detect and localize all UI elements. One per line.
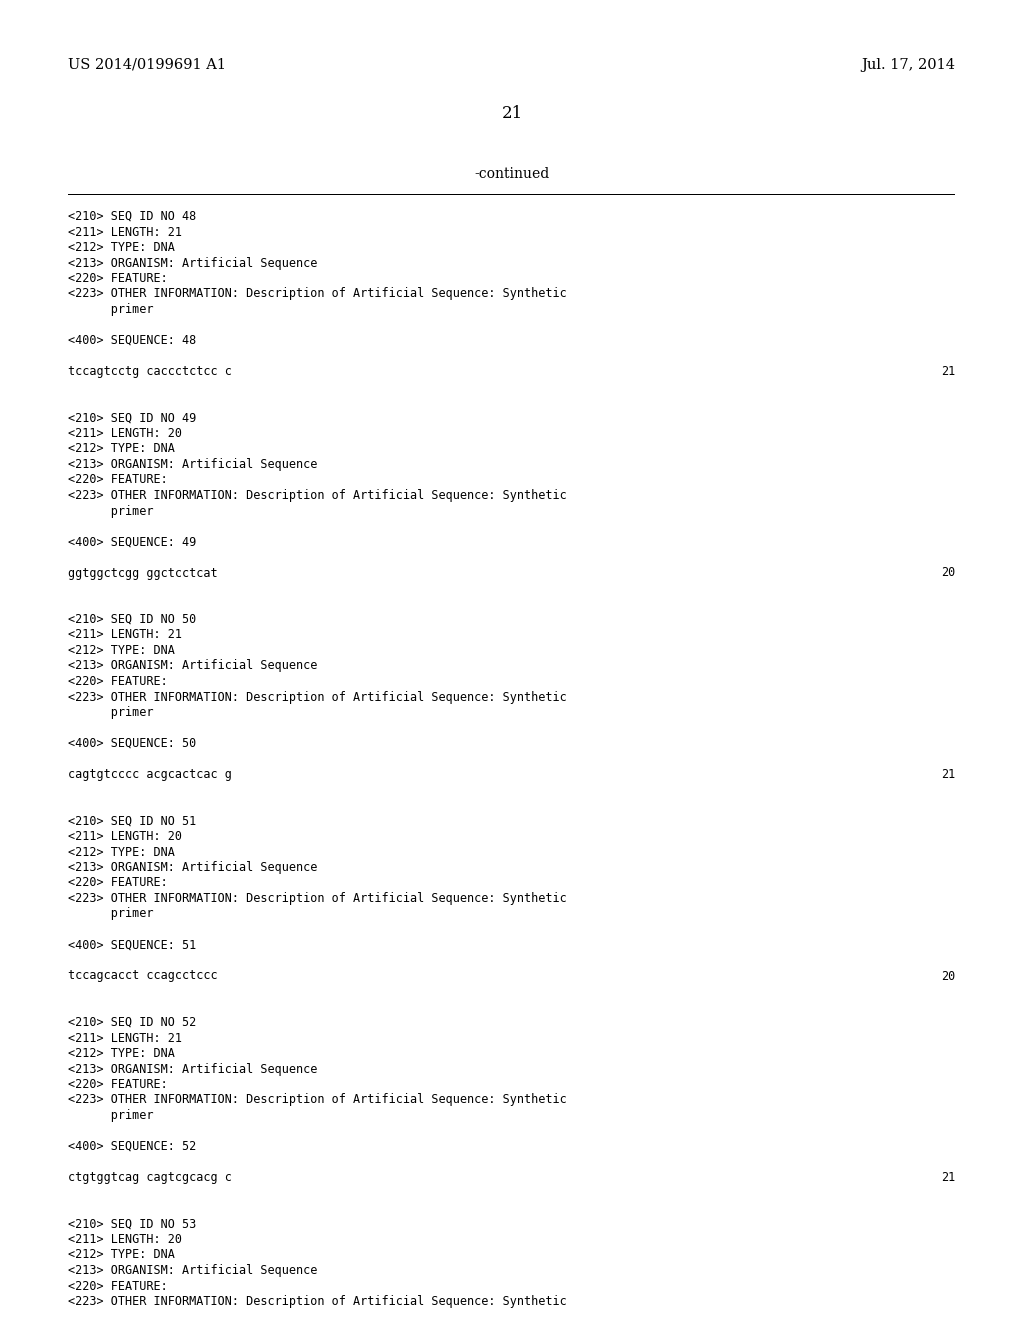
Text: primer: primer <box>68 706 154 719</box>
Text: 21: 21 <box>502 106 522 121</box>
Text: primer: primer <box>68 304 154 315</box>
Text: 20: 20 <box>941 566 955 579</box>
Text: <220> FEATURE:: <220> FEATURE: <box>68 1078 168 1092</box>
Text: <220> FEATURE:: <220> FEATURE: <box>68 675 168 688</box>
Text: <210> SEQ ID NO 48: <210> SEQ ID NO 48 <box>68 210 197 223</box>
Text: <400> SEQUENCE: 51: <400> SEQUENCE: 51 <box>68 939 197 952</box>
Text: <223> OTHER INFORMATION: Description of Artificial Sequence: Synthetic: <223> OTHER INFORMATION: Description of … <box>68 1093 566 1106</box>
Text: <220> FEATURE:: <220> FEATURE: <box>68 272 168 285</box>
Text: tccagtcctg caccctctcc c: tccagtcctg caccctctcc c <box>68 366 231 378</box>
Text: 20: 20 <box>941 969 955 982</box>
Text: US 2014/0199691 A1: US 2014/0199691 A1 <box>68 58 226 73</box>
Text: <212> TYPE: DNA: <212> TYPE: DNA <box>68 242 175 253</box>
Text: <210> SEQ ID NO 52: <210> SEQ ID NO 52 <box>68 1016 197 1030</box>
Text: <212> TYPE: DNA: <212> TYPE: DNA <box>68 442 175 455</box>
Text: <213> ORGANISM: Artificial Sequence: <213> ORGANISM: Artificial Sequence <box>68 660 317 672</box>
Text: primer: primer <box>68 908 154 920</box>
Text: <211> LENGTH: 21: <211> LENGTH: 21 <box>68 226 182 239</box>
Text: <211> LENGTH: 20: <211> LENGTH: 20 <box>68 1233 182 1246</box>
Text: -continued: -continued <box>474 168 550 181</box>
Text: ggtggctcgg ggctcctcat: ggtggctcgg ggctcctcat <box>68 566 218 579</box>
Text: <400> SEQUENCE: 50: <400> SEQUENCE: 50 <box>68 737 197 750</box>
Text: <213> ORGANISM: Artificial Sequence: <213> ORGANISM: Artificial Sequence <box>68 458 317 471</box>
Text: <220> FEATURE:: <220> FEATURE: <box>68 876 168 890</box>
Text: <211> LENGTH: 20: <211> LENGTH: 20 <box>68 830 182 843</box>
Text: cagtgtcccc acgcactcac g: cagtgtcccc acgcactcac g <box>68 768 231 781</box>
Text: <400> SEQUENCE: 49: <400> SEQUENCE: 49 <box>68 536 197 549</box>
Text: <220> FEATURE:: <220> FEATURE: <box>68 1279 168 1292</box>
Text: <223> OTHER INFORMATION: Description of Artificial Sequence: Synthetic: <223> OTHER INFORMATION: Description of … <box>68 288 566 301</box>
Text: <213> ORGANISM: Artificial Sequence: <213> ORGANISM: Artificial Sequence <box>68 1063 317 1076</box>
Text: <400> SEQUENCE: 48: <400> SEQUENCE: 48 <box>68 334 197 347</box>
Text: <212> TYPE: DNA: <212> TYPE: DNA <box>68 846 175 858</box>
Text: <210> SEQ ID NO 53: <210> SEQ ID NO 53 <box>68 1217 197 1230</box>
Text: <210> SEQ ID NO 51: <210> SEQ ID NO 51 <box>68 814 197 828</box>
Text: <211> LENGTH: 21: <211> LENGTH: 21 <box>68 628 182 642</box>
Text: <213> ORGANISM: Artificial Sequence: <213> ORGANISM: Artificial Sequence <box>68 256 317 269</box>
Text: 21: 21 <box>941 366 955 378</box>
Text: primer: primer <box>68 504 154 517</box>
Text: <400> SEQUENCE: 52: <400> SEQUENCE: 52 <box>68 1140 197 1152</box>
Text: <213> ORGANISM: Artificial Sequence: <213> ORGANISM: Artificial Sequence <box>68 1265 317 1276</box>
Text: <212> TYPE: DNA: <212> TYPE: DNA <box>68 644 175 657</box>
Text: 21: 21 <box>941 1171 955 1184</box>
Text: <223> OTHER INFORMATION: Description of Artificial Sequence: Synthetic: <223> OTHER INFORMATION: Description of … <box>68 690 566 704</box>
Text: <212> TYPE: DNA: <212> TYPE: DNA <box>68 1047 175 1060</box>
Text: <211> LENGTH: 20: <211> LENGTH: 20 <box>68 426 182 440</box>
Text: <210> SEQ ID NO 49: <210> SEQ ID NO 49 <box>68 412 197 425</box>
Text: primer: primer <box>68 1109 154 1122</box>
Text: Jul. 17, 2014: Jul. 17, 2014 <box>861 58 955 73</box>
Text: tccagcacct ccagcctccc: tccagcacct ccagcctccc <box>68 969 218 982</box>
Text: <223> OTHER INFORMATION: Description of Artificial Sequence: Synthetic: <223> OTHER INFORMATION: Description of … <box>68 892 566 906</box>
Text: <210> SEQ ID NO 50: <210> SEQ ID NO 50 <box>68 612 197 626</box>
Text: <211> LENGTH: 21: <211> LENGTH: 21 <box>68 1031 182 1044</box>
Text: <212> TYPE: DNA: <212> TYPE: DNA <box>68 1249 175 1262</box>
Text: ctgtggtcag cagtcgcacg c: ctgtggtcag cagtcgcacg c <box>68 1171 231 1184</box>
Text: <223> OTHER INFORMATION: Description of Artificial Sequence: Synthetic: <223> OTHER INFORMATION: Description of … <box>68 1295 566 1308</box>
Text: 21: 21 <box>941 768 955 781</box>
Text: <220> FEATURE:: <220> FEATURE: <box>68 474 168 487</box>
Text: <213> ORGANISM: Artificial Sequence: <213> ORGANISM: Artificial Sequence <box>68 861 317 874</box>
Text: <223> OTHER INFORMATION: Description of Artificial Sequence: Synthetic: <223> OTHER INFORMATION: Description of … <box>68 488 566 502</box>
